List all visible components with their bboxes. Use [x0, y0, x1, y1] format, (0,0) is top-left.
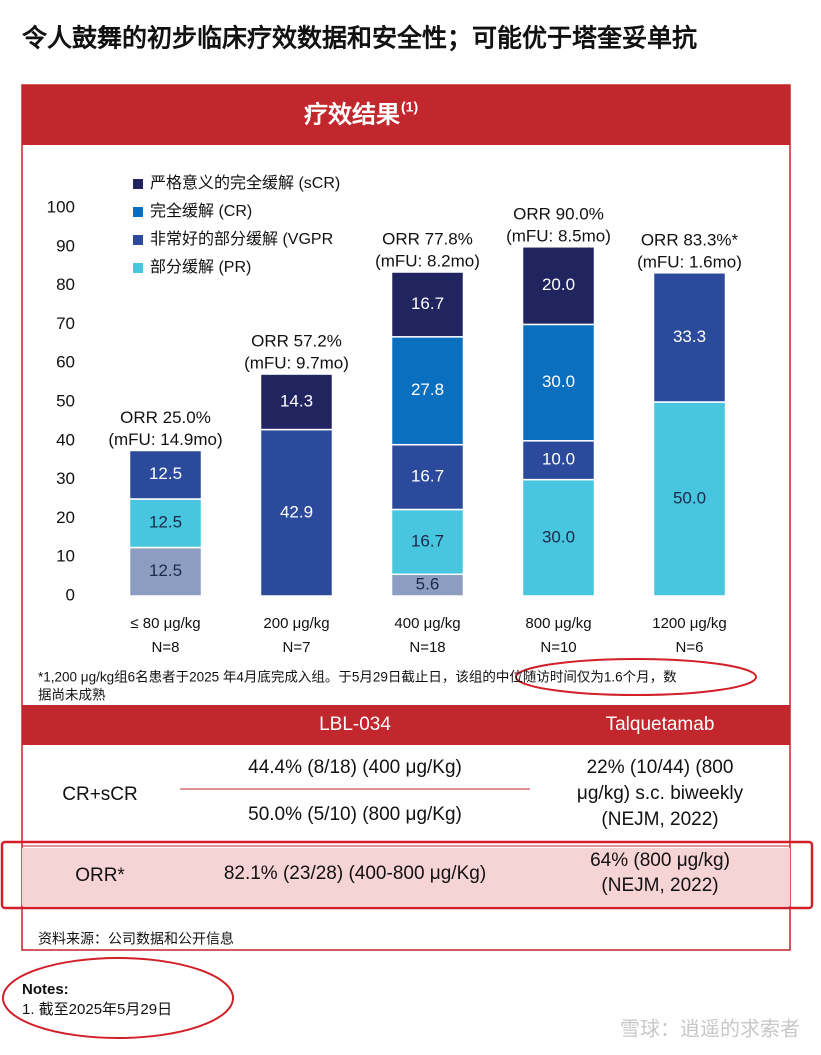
x-tick-label: 800 μg/kg — [525, 615, 591, 632]
value-label: 42.9 — [280, 502, 313, 521]
sample-size: N=6 — [676, 639, 704, 656]
value-label: 10.0 — [542, 450, 575, 469]
sample-size: N=7 — [283, 639, 311, 656]
value-label: 14.3 — [280, 391, 313, 410]
bar-segment — [390, 271, 465, 338]
value-label: 16.7 — [411, 531, 444, 550]
hand-drawn-box — [0, 840, 814, 910]
table-cell: (NEJM, 2022) — [601, 809, 718, 830]
legend-label: 严格意义的完全缓解 (sCR) — [150, 173, 340, 192]
table-cell: 64% (800 μg/kg) — [590, 850, 730, 871]
source: 资料来源：公司数据和公开信息 — [38, 931, 234, 947]
bar-segment — [128, 449, 203, 500]
sample-size: N=10 — [540, 639, 576, 656]
legend-label: 完全缓解 (CR) — [150, 202, 252, 220]
value-label: 20.0 — [542, 275, 575, 294]
y-tick-label: 30 — [56, 469, 75, 488]
annotation: (mFU: 14.9mo) — [108, 430, 222, 449]
table-cell: 22% (10/44) (800 — [587, 757, 734, 778]
value-label: 16.7 — [411, 467, 444, 486]
annotation: ORR 25.0% — [120, 408, 211, 427]
table-cell: μg/kg) s.c. biweekly — [577, 783, 744, 804]
value-label: 27.8 — [411, 380, 444, 399]
annotation: (mFU: 1.6mo) — [637, 252, 742, 271]
y-tick-label: 40 — [56, 430, 75, 449]
notes-title: Notes: — [22, 981, 69, 998]
value-label: 33.3 — [673, 327, 706, 346]
y-tick-label: 10 — [56, 547, 75, 566]
sample-size: N=8 — [152, 639, 180, 656]
value-label: 30.0 — [542, 372, 575, 391]
annotation: ORR 90.0% — [513, 204, 604, 223]
bar-segment — [390, 336, 465, 446]
row-label: ORR* — [75, 865, 125, 886]
table-cell: 82.1% (23/28) (400-800 μg/Kg) — [224, 863, 486, 884]
panel-header — [22, 85, 790, 145]
table-header-cell: LBL-034 — [319, 714, 391, 735]
annotation: (mFU: 8.2mo) — [375, 252, 480, 271]
footnote: *1,200 μg/kg组6名患者于2025 年4月底完成入组。于5月29日截止… — [38, 670, 677, 685]
y-tick-label: 60 — [56, 353, 75, 372]
legend-swatch — [133, 207, 143, 217]
value-label: 16.7 — [411, 294, 444, 313]
bar-segment — [521, 440, 596, 481]
y-tick-label: 50 — [56, 391, 75, 410]
annotation: (mFU: 8.5mo) — [506, 226, 611, 245]
annotation: ORR 77.8% — [382, 230, 473, 249]
hand-drawn-ellipse — [515, 658, 757, 696]
x-tick-label: 1200 μg/kg — [652, 615, 727, 632]
annotation: ORR 57.2% — [251, 332, 342, 351]
legend: 严格意义的完全缓解 (sCR) 完全缓解 (CR) 非常好的部分缓解 (VGPR 部分… — [133, 173, 340, 276]
bar-segment — [652, 401, 727, 597]
annotation: (mFU: 9.7mo) — [244, 354, 349, 373]
annotation: ORR 83.3%* — [641, 230, 739, 249]
slide-title: 令人鼓舞的初步临床疗效数据和安全性；可能优于塔奎妥单抗 — [22, 24, 697, 53]
table-header — [22, 705, 790, 745]
x-tick-label: ≤ 80 μg/kg — [130, 615, 200, 632]
legend-swatch — [133, 179, 143, 189]
value-label: 12.5 — [149, 464, 182, 483]
y-tick-label: 20 — [56, 508, 75, 527]
table-cell: (NEJM, 2022) — [601, 875, 718, 896]
panel-title-sup: (1) — [401, 99, 418, 115]
legend-swatch — [133, 263, 143, 273]
panel-title: 疗效结果 — [304, 100, 400, 128]
bar-segment — [521, 246, 596, 326]
legend-label: 部分缓解 (PR) — [150, 258, 251, 276]
value-label: 12.5 — [149, 561, 182, 580]
y-tick-label: 80 — [56, 275, 75, 294]
y-tick-label: 70 — [56, 314, 75, 333]
hand-drawn-ellipse — [2, 957, 234, 1039]
table-cell: 50.0% (5/10) (800 μg/Kg) — [248, 804, 462, 825]
y-tick-label: 90 — [56, 236, 75, 255]
footnote: 据尚未成熟 — [38, 688, 106, 703]
y-tick-label: 100 — [47, 197, 75, 216]
table-cell: 44.4% (8/18) (400 μg/Kg) — [248, 757, 462, 778]
y-tick-label: 0 — [66, 585, 75, 604]
row-label: CR+sCR — [62, 784, 137, 805]
value-label: 12.5 — [149, 513, 182, 532]
value-label: 30.0 — [542, 527, 575, 546]
bar-segment — [652, 272, 727, 403]
value-label: 50.0 — [673, 488, 706, 507]
note: 1. 截至2025年5月29日 — [22, 1001, 172, 1018]
bar-segment — [521, 478, 596, 597]
x-tick-label: 200 μg/kg — [263, 615, 329, 632]
legend-swatch — [133, 235, 143, 245]
bar-segment — [259, 373, 334, 431]
value-label: 5.6 — [416, 575, 440, 594]
bar-segment — [390, 508, 465, 576]
legend-label: 非常好的部分缓解 (VGPR — [150, 230, 333, 248]
sample-size: N=18 — [409, 639, 445, 656]
watermark: 雪球：逍遥的求索者 — [620, 1017, 800, 1040]
table-header-cell: Talquetamab — [606, 714, 715, 735]
bar-segment — [521, 323, 596, 442]
highlight-row — [22, 848, 790, 906]
bar-segment — [128, 546, 203, 597]
x-tick-label: 400 μg/kg — [394, 615, 460, 632]
